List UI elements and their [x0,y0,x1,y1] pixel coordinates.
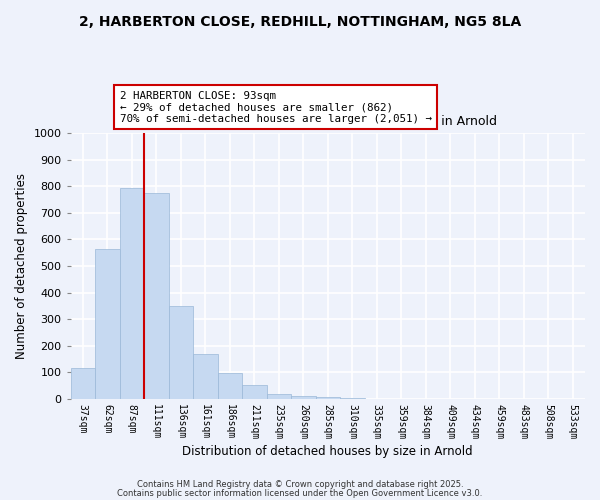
Title: Size of property relative to detached houses in Arnold: Size of property relative to detached ho… [159,115,497,128]
Text: 2, HARBERTON CLOSE, REDHILL, NOTTINGHAM, NG5 8LA: 2, HARBERTON CLOSE, REDHILL, NOTTINGHAM,… [79,15,521,29]
Bar [193,354,218,399]
Bar [169,306,193,399]
Bar [144,193,169,399]
Text: Contains public sector information licensed under the Open Government Licence v3: Contains public sector information licen… [118,488,482,498]
Y-axis label: Number of detached properties: Number of detached properties [15,173,28,359]
Bar [291,396,316,399]
Bar [119,188,144,399]
Bar [316,396,340,399]
Text: 2 HARBERTON CLOSE: 93sqm
← 29% of detached houses are smaller (862)
70% of semi-: 2 HARBERTON CLOSE: 93sqm ← 29% of detach… [119,90,431,124]
Bar [95,248,119,399]
Bar [266,394,291,399]
Bar [71,368,95,399]
Bar [218,373,242,399]
Bar [340,398,365,399]
X-axis label: Distribution of detached houses by size in Arnold: Distribution of detached houses by size … [182,444,473,458]
Text: Contains HM Land Registry data © Crown copyright and database right 2025.: Contains HM Land Registry data © Crown c… [137,480,463,489]
Bar [242,385,266,399]
